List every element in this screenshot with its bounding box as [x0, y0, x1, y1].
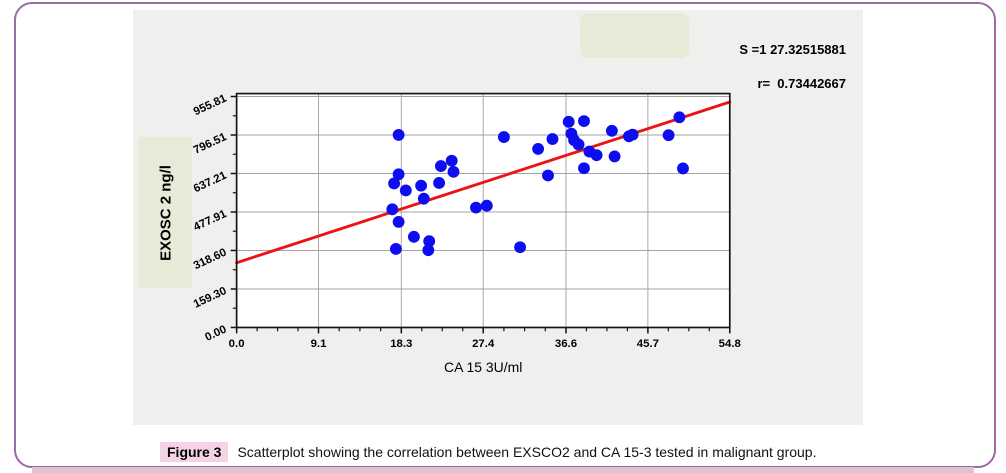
- scatter-point: [497, 131, 510, 143]
- x-tick-label: 9.1: [311, 338, 328, 350]
- scatter-point: [572, 138, 585, 151]
- scatter-point: [417, 192, 430, 205]
- scatter-point: [542, 169, 554, 182]
- scatter-point: [470, 201, 482, 214]
- scatter-point: [532, 142, 545, 155]
- scatter-point: [422, 244, 435, 257]
- x-tick-label: 45.7: [637, 338, 659, 350]
- scatter-point: [447, 165, 460, 178]
- x-tick-label: 54.8: [719, 338, 741, 350]
- caption-text: Scatterplot showing the correlation betw…: [237, 444, 817, 460]
- scatter-point: [433, 177, 446, 189]
- stats-block: S =1 27.32515881 r= 0.73442667: [610, 24, 846, 109]
- scatter-point: [434, 160, 447, 172]
- highlight-box: [580, 13, 689, 58]
- y-tick-label: 796.51: [192, 131, 229, 157]
- scatter-point: [677, 162, 689, 175]
- caption: Figure 3 Scatterplot showing the correla…: [0, 440, 1006, 464]
- bottom-accent-bar: [32, 467, 974, 473]
- scatter-plot: 0.0 9.1 18.3 27.4 36.6 45.7 54.8 0.00 159.30 318.…: [192, 92, 741, 375]
- y-tick-label: 0.00: [203, 324, 228, 344]
- scatter-point: [407, 230, 420, 243]
- scatter-point: [626, 128, 639, 141]
- y-tick-label: 955.81: [192, 92, 229, 118]
- regression-line: [235, 100, 732, 265]
- scatter-point: [415, 179, 428, 192]
- scatter-point: [673, 111, 686, 124]
- scatter-point: [608, 150, 621, 163]
- scatter-point: [662, 129, 675, 142]
- scatter-point: [514, 241, 527, 254]
- y-tick-label: 159.30: [192, 285, 229, 311]
- y-tick-label: 637.21: [192, 169, 229, 195]
- scatter-point: [399, 184, 412, 197]
- scatter-point: [392, 215, 405, 228]
- scatter-point: [392, 128, 405, 141]
- scatter-point: [392, 168, 405, 181]
- y-tick-label: 318.60: [192, 247, 229, 273]
- scatter-point: [445, 154, 458, 167]
- stats-s-value: S =1 27.32515881: [739, 42, 846, 57]
- scatter-point: [386, 203, 399, 216]
- scatter-point: [388, 177, 401, 190]
- x-tick-label: 36.6: [555, 338, 577, 350]
- x-tick-label: 18.3: [390, 338, 412, 350]
- scatter-point: [578, 115, 590, 128]
- scatter-point: [423, 235, 436, 248]
- stats-r-value: r= 0.73442667: [757, 76, 846, 91]
- y-tick-label: 477.91: [192, 208, 229, 234]
- y-axis-label-box: EXOSC 2 ng/l: [139, 137, 192, 288]
- scatter-point: [389, 243, 402, 255]
- x-tick-label: 0.0: [229, 338, 245, 350]
- scatter-point: [590, 149, 603, 162]
- scatter-point: [480, 199, 493, 212]
- caption-label: Figure 3: [160, 442, 229, 462]
- scatter-point: [578, 162, 590, 175]
- x-tick-label: 27.4: [472, 338, 495, 350]
- scatter-point: [562, 115, 575, 128]
- scatter-point: [605, 124, 618, 137]
- x-axis-title: CA 15 3U/ml: [444, 359, 522, 375]
- scatter-point: [546, 133, 559, 145]
